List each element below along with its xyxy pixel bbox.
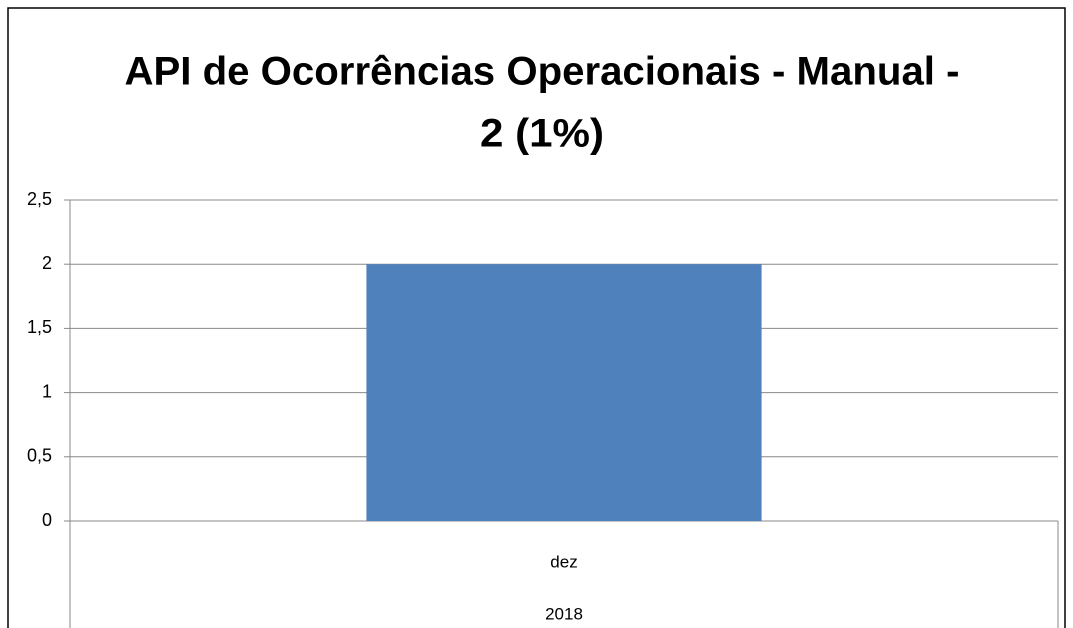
- chart-title: API de Ocorrências Operacionais - Manual…: [125, 50, 960, 94]
- chart-title: 2 (1%): [480, 112, 604, 156]
- bar: [366, 264, 762, 521]
- y-tick-label: 0: [42, 510, 52, 530]
- x-tick-label: dez: [550, 552, 577, 571]
- y-tick-label: 1: [42, 381, 52, 401]
- y-tick-label: 0,5: [27, 446, 52, 466]
- y-tick-label: 1,5: [27, 317, 52, 337]
- y-tick-label: 2: [42, 253, 52, 273]
- y-tick-label: 2,5: [27, 189, 52, 209]
- x-group-label: 2018: [545, 604, 583, 623]
